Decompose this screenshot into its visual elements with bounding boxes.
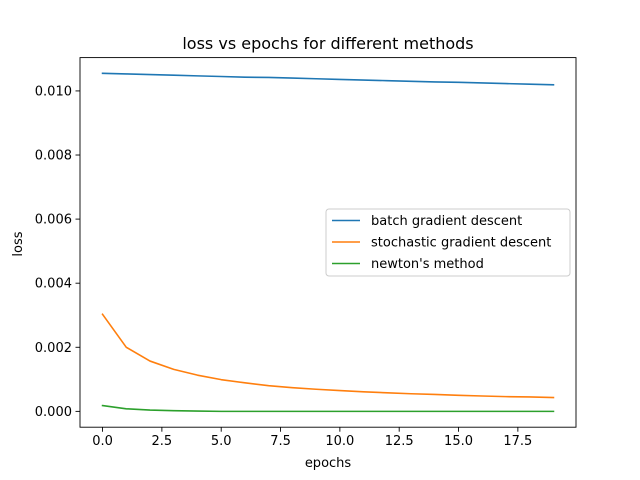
x-tick-label: 10.0	[325, 434, 354, 449]
x-tick-label: 0.0	[92, 434, 113, 449]
chart-title: loss vs epochs for different methods	[182, 34, 473, 53]
x-tick-label: 15.0	[444, 434, 473, 449]
y-tick-label: 0.002	[35, 341, 72, 356]
y-axis: 0.000 0.002 0.004 0.006 0.008 0.010	[35, 84, 80, 420]
x-axis-label: epochs	[305, 456, 352, 471]
y-tick-label: 0.004	[35, 277, 72, 292]
x-tick-label: 7.5	[270, 434, 291, 449]
x-tick-label: 17.5	[503, 434, 532, 449]
legend-label-0: batch gradient descent	[371, 214, 522, 229]
series-line-1	[101, 313, 555, 399]
x-tick-label: 2.5	[152, 434, 173, 449]
legend-box	[325, 208, 571, 277]
x-tick-label: 12.5	[385, 434, 414, 449]
legend-label-1: stochastic gradient descent	[371, 236, 551, 251]
plot-area	[79, 57, 577, 428]
y-tick-label: 0.006	[35, 213, 72, 228]
y-tick-label: 0.010	[35, 84, 72, 99]
y-tick-label: 0.008	[35, 149, 72, 164]
legend: batch gradient descent stochastic gradien…	[325, 208, 571, 277]
axes-frame	[79, 57, 577, 428]
y-axis-label: loss	[11, 231, 26, 256]
legend-label-2: newton's method	[371, 257, 484, 272]
x-tick-label: 5.0	[211, 434, 232, 449]
series-line-2	[101, 404, 555, 413]
series-line-0	[101, 72, 555, 86]
x-axis: 0.0 2.5 5.0 7.5 10.0 12.5 15.0 17.5	[92, 427, 532, 449]
y-tick-label: 0.000	[35, 405, 72, 420]
